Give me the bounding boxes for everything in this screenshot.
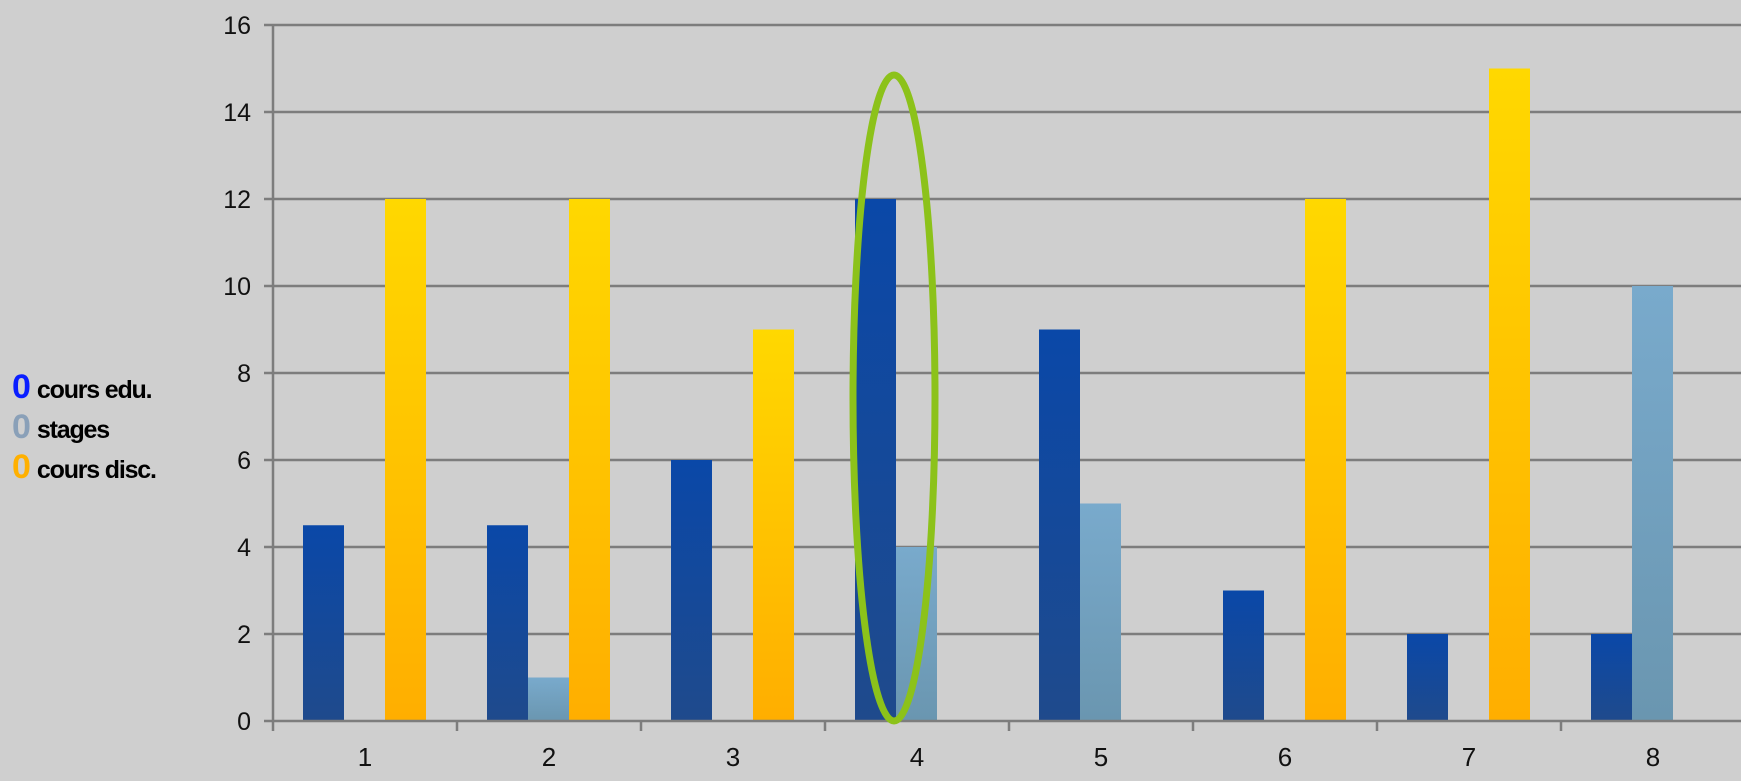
bars bbox=[303, 68, 1673, 721]
bar-stages-8 bbox=[1632, 286, 1673, 721]
legend-marker-cours-edu: 0 bbox=[12, 368, 31, 406]
legend-marker-stages: 0 bbox=[12, 408, 31, 446]
bar-cours-disc-1 bbox=[385, 199, 426, 721]
legend-label-cours-disc: cours disc. bbox=[36, 456, 157, 484]
legend-item-cours-edu: 0 cours edu. bbox=[12, 368, 212, 408]
y-tick-label: 2 bbox=[237, 621, 251, 649]
y-tick-label: 12 bbox=[223, 186, 251, 214]
y-tick-label: 0 bbox=[237, 708, 251, 736]
legend-marker-cours-disc: 0 bbox=[12, 448, 31, 486]
y-tick-label: 4 bbox=[237, 534, 251, 562]
x-tick-label: 3 bbox=[726, 742, 740, 772]
bar-stages-2 bbox=[528, 677, 569, 721]
bar-stages-5 bbox=[1080, 503, 1121, 721]
legend-label-stages: stages bbox=[36, 416, 110, 444]
y-tick-label: 8 bbox=[237, 360, 251, 388]
bar-cours-disc-6 bbox=[1305, 199, 1346, 721]
bar-cours-edu-2 bbox=[487, 525, 528, 721]
y-tick-label: 6 bbox=[237, 447, 251, 475]
bar-cours-edu-1 bbox=[303, 525, 344, 721]
bar-cours-edu-7 bbox=[1407, 634, 1448, 721]
legend-label-cours-edu: cours edu. bbox=[36, 376, 153, 404]
legend-item-stages: 0 stages bbox=[12, 408, 212, 448]
x-tick-label: 5 bbox=[1094, 742, 1108, 772]
x-tick-label: 2 bbox=[542, 742, 556, 772]
bar-cours-edu-3 bbox=[671, 460, 712, 721]
legend-item-cours-disc: 0 cours disc. bbox=[12, 448, 212, 488]
x-tick-label: 7 bbox=[1462, 742, 1476, 772]
bar-cours-edu-6 bbox=[1223, 590, 1264, 721]
bar-cours-edu-5 bbox=[1039, 329, 1080, 721]
legend: 0 cours edu. 0 stages 0 cours disc. bbox=[12, 368, 212, 488]
bar-cours-edu-8 bbox=[1591, 634, 1632, 721]
x-tick-label: 8 bbox=[1646, 742, 1660, 772]
x-tick-label: 1 bbox=[358, 742, 372, 772]
highlight-ellipse bbox=[849, 71, 939, 725]
x-tick-label: 4 bbox=[910, 742, 924, 772]
x-tick-label: 6 bbox=[1278, 742, 1292, 772]
highlight bbox=[849, 71, 939, 725]
y-tick-label: 16 bbox=[223, 12, 251, 40]
bar-cours-disc-3 bbox=[753, 329, 794, 721]
y-tick-label: 14 bbox=[223, 99, 251, 127]
bar-cours-edu-4 bbox=[855, 199, 896, 721]
bar-cours-disc-7 bbox=[1489, 68, 1530, 721]
y-tick-label: 10 bbox=[223, 273, 251, 301]
bar-cours-disc-2 bbox=[569, 199, 610, 721]
